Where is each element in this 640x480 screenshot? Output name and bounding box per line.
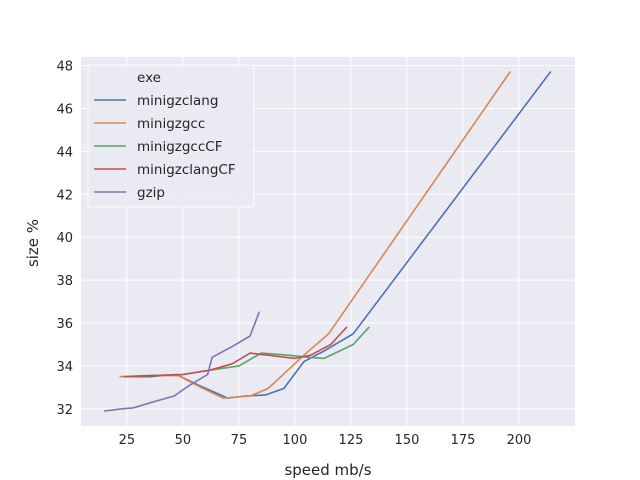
y-tick-label: 48 [56,60,73,75]
x-axis: 25 50 75 100 125 150 175 200 [119,433,532,448]
legend-label-minigzclang: minigzclang [137,93,218,109]
x-tick-label: 100 [283,433,308,448]
y-tick-label: 34 [56,360,73,375]
legend-label-gzip: gzip [137,185,165,201]
y-tick-label: 46 [56,102,73,117]
x-axis-label: speed mb/s [284,461,371,479]
x-tick-label: 125 [339,433,364,448]
legend: exe minigzclang minigzgcc minigzgccCF minig… [87,64,255,208]
y-tick-label: 38 [56,274,73,289]
y-tick-label: 44 [56,145,73,160]
x-tick-label: 200 [507,433,532,448]
y-tick-label: 36 [56,317,73,332]
x-tick-label: 50 [175,433,192,448]
legend-label-minigzgcc: minigzgcc [137,116,205,132]
x-tick-label: 25 [119,433,136,448]
series-layer [103,71,552,412]
legend-label-minigzgcccf: minigzgccCF [137,139,222,155]
legend-title: exe [137,70,161,86]
legend-label-minigzclangcf: minigzclangCF [137,162,236,178]
series-line-minigzclangcf [123,326,348,378]
y-axis: 32 34 36 38 40 42 44 46 48 [56,60,73,418]
legend-box [87,64,255,208]
x-tick-label: 175 [451,433,476,448]
y-axis-label: size % [24,219,42,267]
y-tick-label: 42 [56,188,73,203]
x-tick-label: 150 [395,433,420,448]
y-tick-label: 32 [56,403,73,418]
x-tick-label: 75 [231,433,248,448]
series-line-gzip [103,311,260,412]
y-tick-label: 40 [56,231,73,246]
